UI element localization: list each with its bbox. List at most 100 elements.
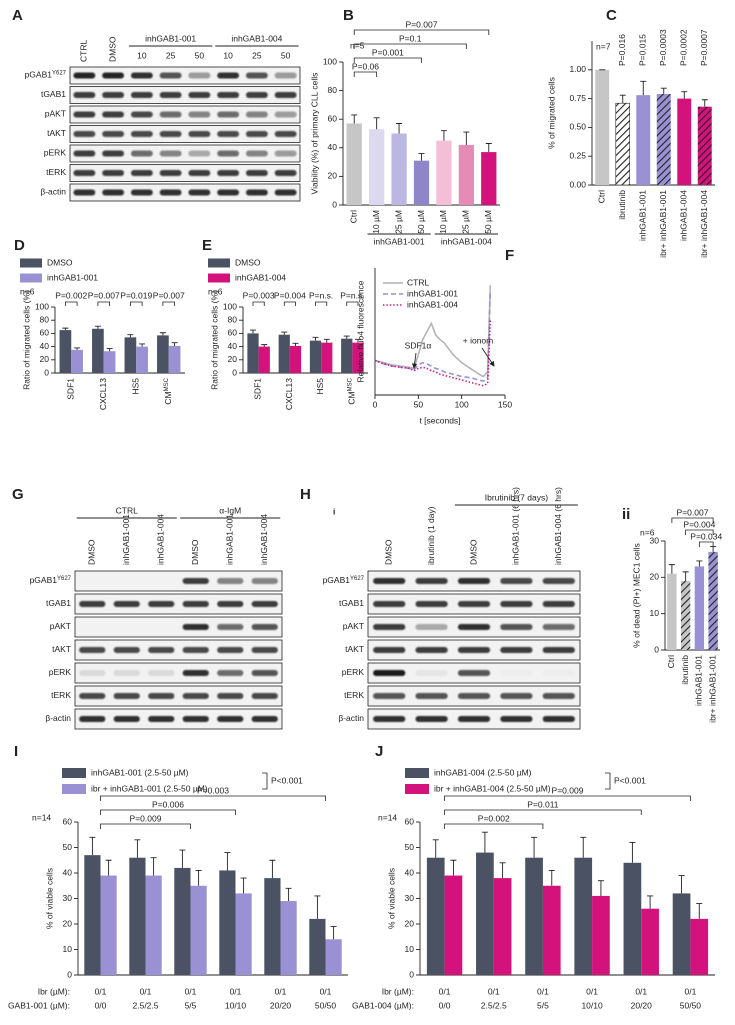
legend-swatch (208, 258, 230, 268)
significance-bracket (97, 301, 110, 306)
row-label-text: β-actin (338, 713, 364, 723)
p-value: P=0.006 (152, 799, 184, 809)
row-label: tAKT (47, 128, 66, 138)
annotation-arrow (481, 347, 495, 367)
y-tick-label: 40 (40, 341, 50, 351)
band (543, 670, 575, 676)
band (130, 92, 153, 98)
y-axis-label: % of migrated cells (546, 77, 556, 149)
blot-frame (74, 639, 283, 661)
legend-label: inhGAB1-001 (2.5-50 µM) (91, 767, 189, 777)
x-tick-label: 10 µM (438, 210, 448, 234)
y-tick-label: 30 (405, 893, 415, 903)
y-tick-label: 50 (63, 842, 73, 852)
band (113, 670, 140, 676)
band (373, 578, 406, 584)
x-tick-label: CXCL13 (98, 378, 108, 410)
band (217, 170, 240, 176)
error-bar (597, 880, 604, 896)
blot-frame (74, 662, 283, 684)
legend-label: inhGAB1-001 (47, 272, 98, 282)
lane-label: inhGAB1-004 (6 hrs) (553, 487, 563, 565)
y-axis-label: Ratio of migrated cells (%) (21, 290, 31, 390)
x-row-label: Ibr (µM): (38, 986, 70, 996)
legend-swatch (208, 273, 230, 283)
x-tick-label-text: CM (163, 391, 173, 404)
band (217, 189, 240, 196)
band (500, 578, 533, 584)
significance-bracket (698, 541, 714, 547)
row-label-text: β-actin (40, 187, 66, 197)
band (542, 601, 575, 607)
bar (436, 140, 452, 205)
x-tick-label: 50 (414, 399, 424, 409)
legend-bracket (605, 772, 611, 790)
y-tick-label: 100 (323, 56, 337, 66)
legend-label: DMSO (235, 257, 261, 267)
band (415, 601, 448, 607)
band (217, 716, 244, 722)
y-tick-label: 40 (328, 142, 338, 152)
band (251, 670, 278, 676)
bar (672, 893, 691, 975)
group-label: inhGAB1-004 (231, 33, 282, 43)
band (217, 111, 240, 118)
band (274, 92, 297, 98)
x-tick-label: inhGAB1-004 (679, 190, 689, 241)
lane-label: inhGAB1-004 (156, 514, 166, 565)
x-tick-label: Ctrl (597, 190, 607, 203)
band (114, 578, 140, 584)
x-tick-label: inhGAB1-001 (638, 190, 648, 241)
panel-label: A (12, 7, 23, 24)
bar (574, 857, 593, 975)
band (102, 72, 125, 79)
row-label: β-actin (338, 713, 364, 723)
band (274, 189, 297, 196)
panel-label: I (14, 743, 18, 760)
p-value: P=0.1 (399, 33, 422, 43)
row-label-text: tGAB1 (46, 598, 71, 608)
legend-bracket (262, 772, 268, 790)
row-label-superscript: Y627 (52, 70, 67, 76)
y-tick-label: 80 (228, 314, 238, 324)
x-tick-label-text: CXCL13 (98, 378, 108, 410)
band (274, 111, 297, 118)
sample-size: n=7 (596, 41, 611, 51)
band (113, 647, 140, 653)
band (415, 693, 448, 699)
x-tick-label: HS5 (131, 378, 141, 395)
y-tick-label: 60 (328, 113, 338, 123)
row-label: tGAB1 (339, 598, 364, 608)
band (274, 170, 297, 176)
y-tick-label: 0.00 (569, 179, 586, 189)
y-tick-label: 80 (328, 85, 338, 95)
x-tick-label: ibr+ inhGAB1-004 (699, 190, 709, 258)
x-tick-label: ibr+ inhGAB1-001 (707, 655, 717, 723)
blot-frame (74, 708, 283, 730)
band (251, 647, 278, 653)
band (130, 189, 153, 196)
bar (525, 857, 543, 975)
x-tick-label: CMMSC (347, 377, 357, 404)
y-tick-label: 20 (650, 572, 660, 582)
bar (444, 875, 463, 975)
bar (84, 855, 101, 975)
y-axis-label: % of viable cells (44, 868, 54, 929)
legend-label: ibr + inhGAB1-001 (2.5-50 µM) (91, 783, 208, 793)
error-bar (647, 895, 654, 909)
group-label: Ibrutinib (7 days) (485, 492, 548, 502)
row-label-text: pGAB1 (30, 575, 58, 585)
band (73, 189, 96, 196)
error-bar (134, 839, 141, 858)
band (373, 693, 406, 699)
row-label: pERK (44, 148, 67, 158)
band (245, 92, 268, 98)
y-tick-label: 60 (405, 816, 415, 826)
error-bar (432, 839, 439, 858)
band (251, 601, 278, 607)
error-bar (440, 130, 447, 141)
p-value: P=0.007 (406, 19, 438, 29)
y-tick-label: 50 (405, 842, 415, 852)
band (217, 624, 244, 630)
y-tick-label: 60 (40, 328, 50, 338)
